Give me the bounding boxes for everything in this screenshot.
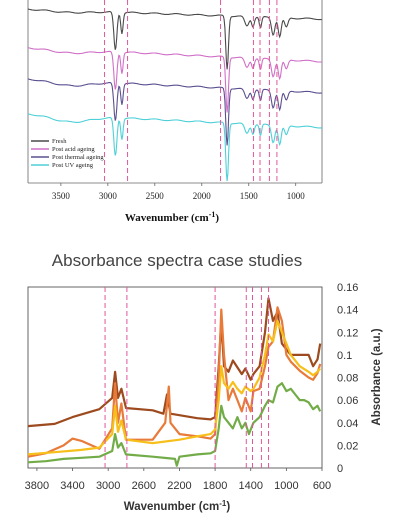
top-x-tick-label: 1000 — [287, 191, 306, 201]
top-chart-x-ticks: 3500 3000 2500 2000 1500 1000 — [52, 183, 305, 201]
top-legend-label: Fresh — [52, 138, 67, 145]
bottom-series-line — [27, 319, 322, 456]
bottom-chart-plot-area — [27, 286, 323, 469]
bottom-x-tick-label: 3000 — [96, 480, 120, 492]
top-chart-x-axis-label: Wavenumber (cm-1) — [125, 210, 220, 224]
bottom-y-tick-label: 0.1 — [337, 350, 352, 362]
bottom-x-tick-label: 2200 — [167, 480, 191, 492]
bottom-y-tick-label: 0.04 — [337, 418, 358, 430]
bottom-x-tick-label: 1800 — [203, 480, 227, 492]
bottom-chart-x-axis-label: Wavenumber (cm-1) — [124, 499, 231, 513]
bottom-series-line — [27, 382, 322, 467]
bottom-chart-x-ticks: 3800 3400 3000 2600 2200 1800 1400 1000 600 — [25, 468, 331, 492]
top-legend-label: Post UV ageing — [52, 162, 94, 169]
bottom-x-tick-label: 2600 — [132, 480, 156, 492]
bottom-x-tick-label: 1400 — [238, 480, 262, 492]
bottom-chart-y-axis-label: Absorbance (a.u.) — [371, 328, 383, 425]
bottom-chart-y-ticks: 0 0.02 0.04 0.06 0.08 0.1 0.12 0.14 0.16 — [337, 282, 358, 475]
bottom-y-tick-label: 0.16 — [337, 282, 358, 294]
bottom-series-line — [27, 306, 322, 458]
caption: Absorbance spectra case studies — [52, 251, 302, 270]
bottom-y-tick-label: 0.02 — [337, 440, 358, 452]
bottom-y-tick-label: 0.14 — [337, 305, 358, 317]
top-series-line — [27, 47, 322, 113]
dashed-marker-lines — [104, 0, 278, 468]
top-chart-series — [27, 8, 322, 182]
top-series-line — [27, 113, 322, 182]
top-x-tick-label: 1500 — [240, 191, 259, 201]
top-x-tick-label: 2000 — [193, 191, 212, 201]
top-x-tick-label: 2500 — [146, 191, 165, 201]
top-x-tick-label: 3500 — [52, 191, 71, 201]
absorbance-chart-bottom: 3800 3400 3000 2600 2200 1800 1400 1000 600 0 0.0… — [25, 282, 383, 513]
bottom-series-line — [27, 297, 322, 428]
top-legend-label: Post thermal ageing — [52, 154, 104, 161]
bottom-chart-series — [27, 297, 322, 467]
bottom-x-tick-label: 1000 — [274, 480, 298, 492]
bottom-y-tick-label: 0.12 — [337, 327, 358, 339]
top-x-tick-label: 3000 — [99, 191, 118, 201]
bottom-x-tick-label: 3800 — [25, 480, 49, 492]
bottom-y-tick-label: 0 — [337, 463, 343, 475]
top-series-line — [27, 78, 322, 146]
bottom-x-tick-label: 3400 — [60, 480, 84, 492]
bottom-y-tick-label: 0.06 — [337, 395, 358, 407]
top-legend-label: Post acid ageing — [52, 146, 95, 153]
top-series-line — [27, 8, 322, 70]
bottom-y-tick-label: 0.08 — [337, 373, 358, 385]
bottom-x-tick-label: 600 — [313, 480, 331, 492]
